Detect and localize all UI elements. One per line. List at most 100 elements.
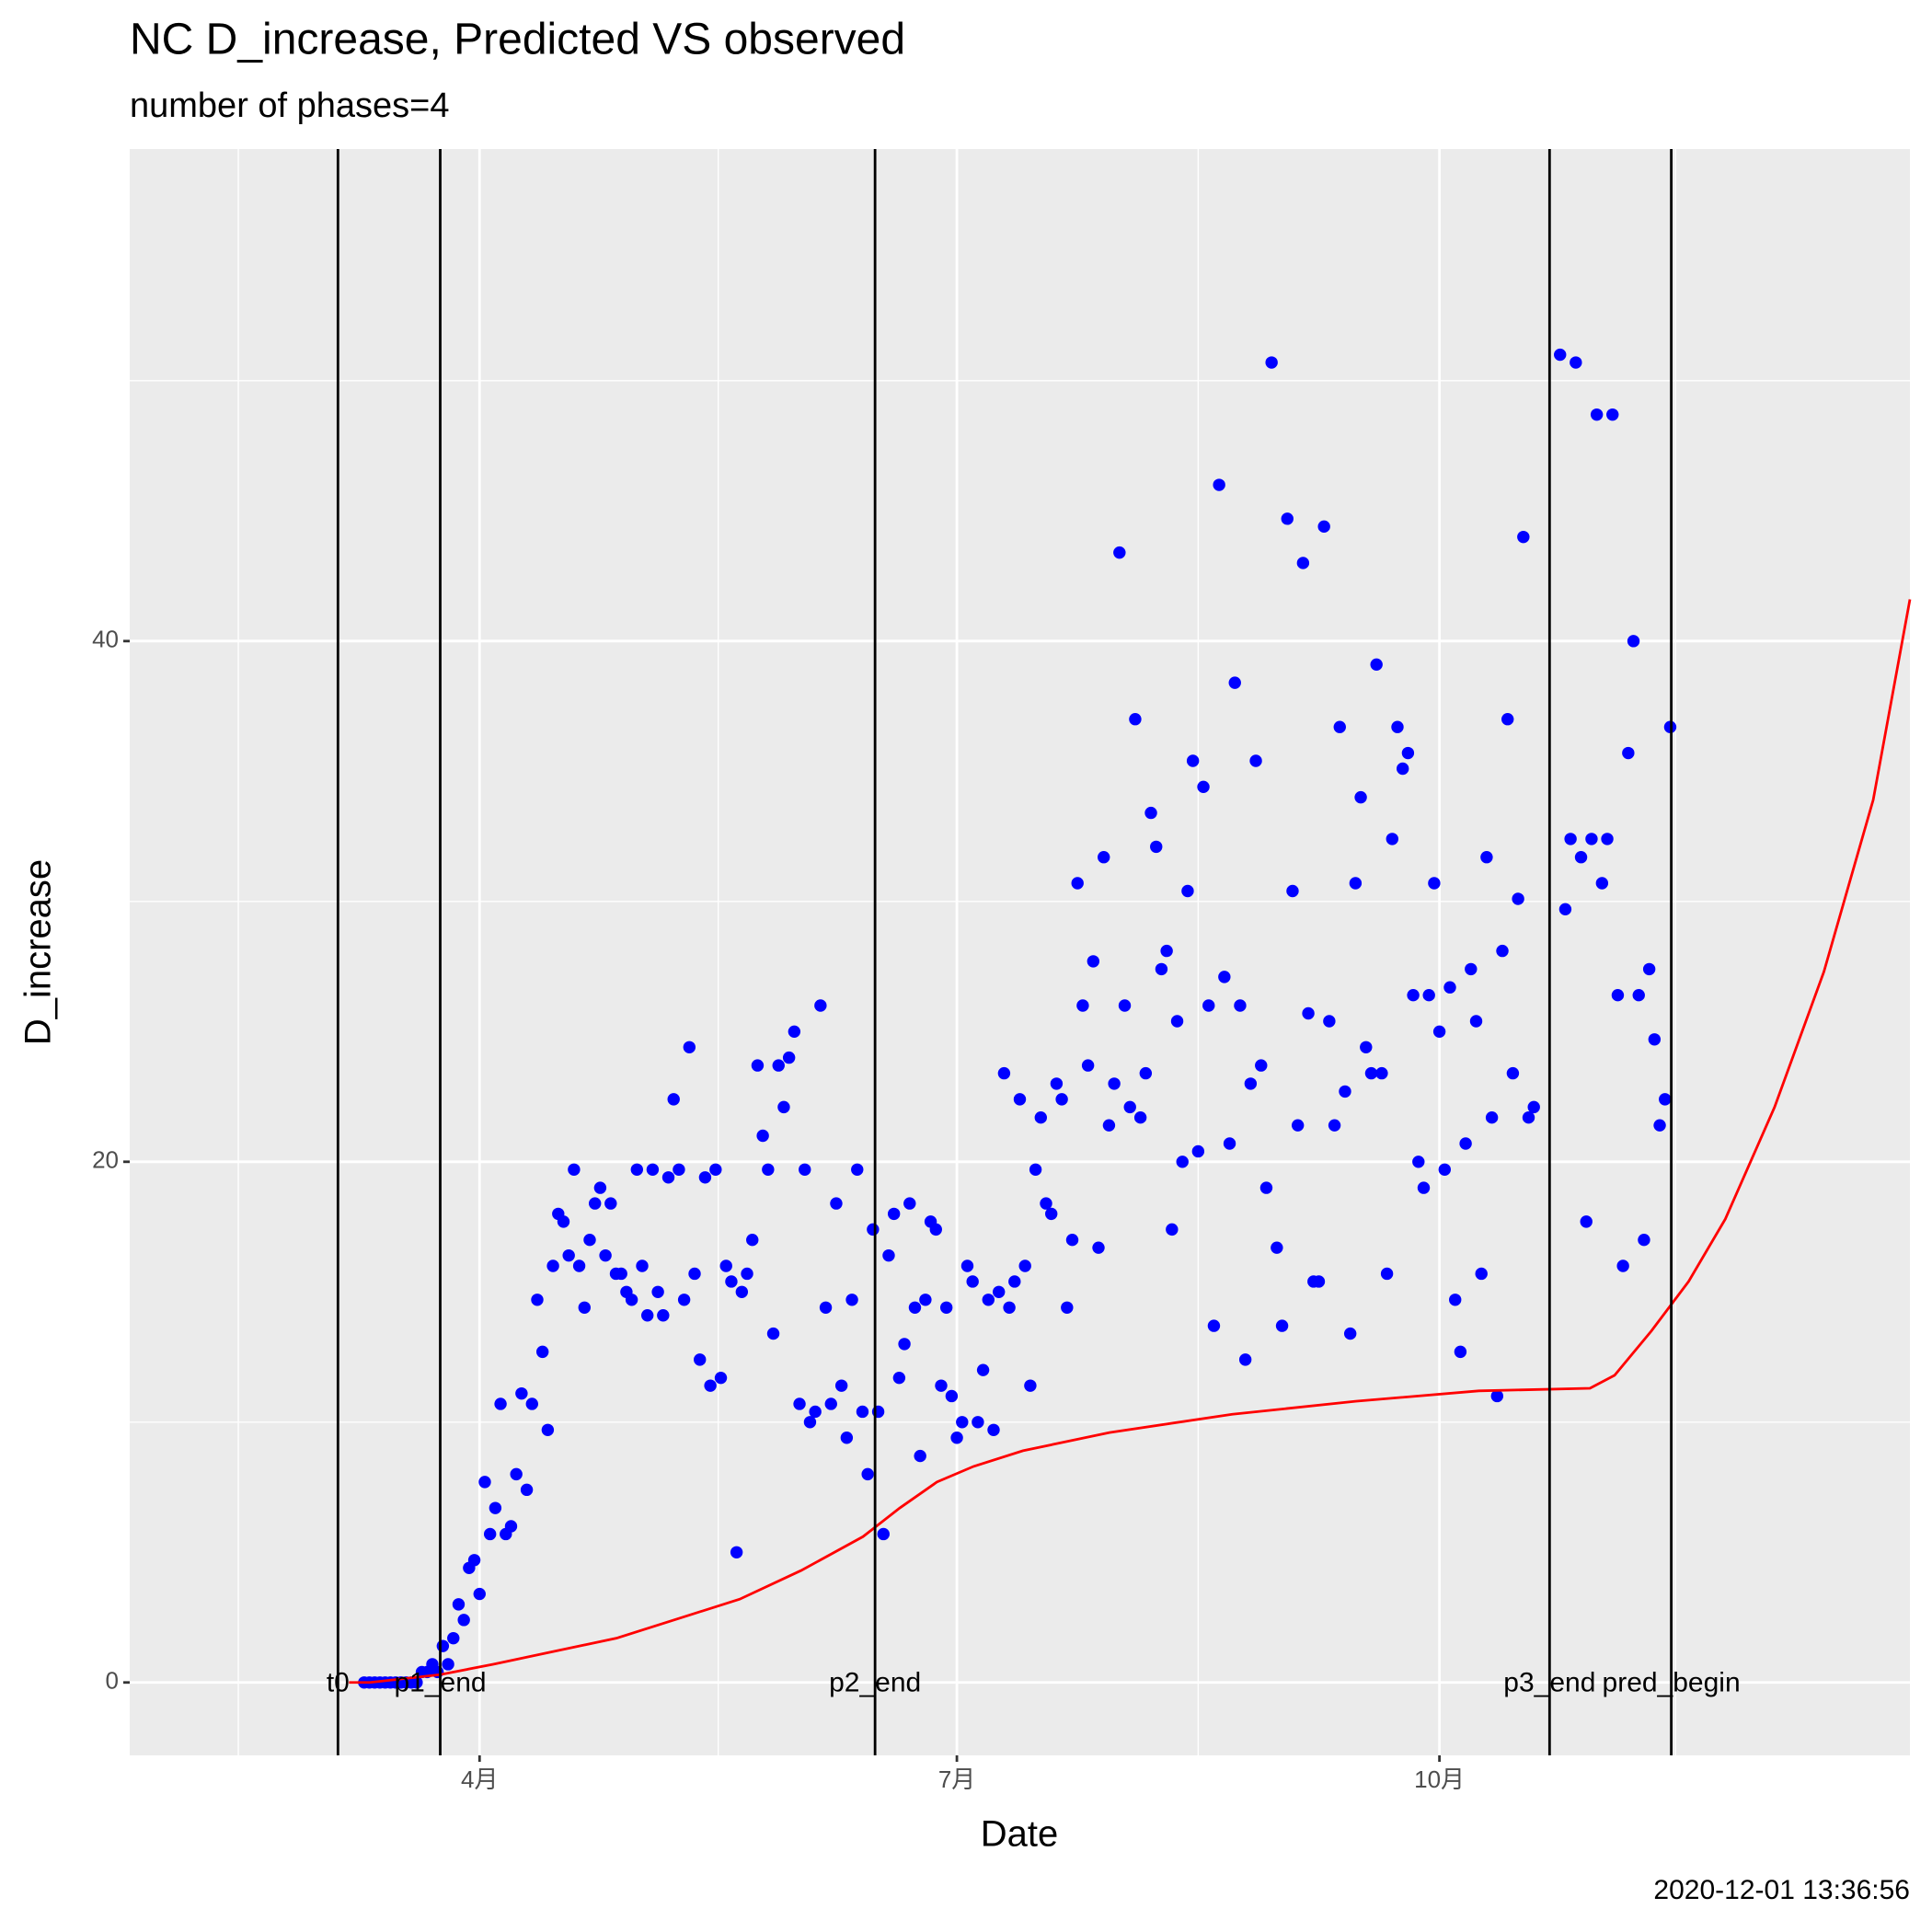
- chart-subtitle: number of phases=4: [130, 86, 450, 125]
- data-point: [1570, 356, 1582, 369]
- data-point: [1595, 877, 1609, 890]
- data-point: [1601, 833, 1614, 845]
- data-point: [688, 1267, 701, 1281]
- data-point: [572, 1259, 586, 1272]
- data-point: [1459, 1137, 1472, 1150]
- data-point: [939, 1301, 953, 1314]
- data-point: [877, 1527, 890, 1541]
- data-point: [1076, 999, 1089, 1012]
- data-point: [777, 1100, 790, 1114]
- data-point: [735, 1285, 749, 1298]
- data-point: [1364, 1066, 1378, 1080]
- data-point: [1218, 971, 1231, 983]
- data-point: [861, 1467, 874, 1481]
- data-point: [704, 1379, 717, 1392]
- data-point: [914, 1449, 926, 1463]
- data-point: [788, 1025, 801, 1039]
- data-point: [1296, 557, 1310, 569]
- data-point: [1370, 658, 1383, 672]
- data-point: [1055, 1093, 1068, 1106]
- data-point: [756, 1129, 769, 1143]
- data-point: [510, 1467, 523, 1481]
- data-point: [1396, 762, 1409, 776]
- data-point: [1008, 1275, 1021, 1288]
- data-point: [892, 1371, 906, 1385]
- data-point: [1475, 1267, 1488, 1281]
- data-point: [819, 1301, 833, 1314]
- data-point: [1160, 944, 1173, 958]
- data-point: [956, 1416, 969, 1429]
- data-point: [898, 1338, 911, 1351]
- data-point: [1485, 1110, 1499, 1124]
- data-point: [1286, 884, 1299, 898]
- data-point: [809, 1405, 822, 1419]
- data-point: [1469, 1015, 1483, 1028]
- data-point: [1465, 962, 1478, 976]
- data-point: [651, 1285, 664, 1298]
- data-point: [1150, 840, 1163, 854]
- data-point: [1202, 999, 1215, 1012]
- data-point: [1360, 1041, 1373, 1053]
- data-point: [504, 1520, 518, 1533]
- data-point: [615, 1267, 627, 1281]
- data-point: [1050, 1077, 1064, 1090]
- data-point: [1029, 1163, 1042, 1176]
- data-point: [410, 1676, 423, 1689]
- data-point: [683, 1041, 696, 1053]
- data-point: [515, 1386, 528, 1400]
- data-point: [1653, 1119, 1666, 1132]
- data-point: [436, 1639, 450, 1652]
- data-point: [531, 1294, 544, 1306]
- data-point: [1281, 512, 1294, 525]
- data-point: [541, 1423, 555, 1436]
- x-tick-label: 7月: [938, 1765, 975, 1793]
- y-tick-label: 20: [92, 1146, 119, 1174]
- data-point: [467, 1554, 481, 1567]
- data-point: [1144, 806, 1157, 820]
- data-point: [793, 1397, 806, 1410]
- data-point: [1622, 746, 1635, 760]
- data-point: [1606, 408, 1619, 421]
- data-point: [830, 1197, 843, 1210]
- data-point: [1512, 892, 1524, 905]
- data-point: [1129, 713, 1142, 726]
- data-point: [1438, 1163, 1452, 1176]
- data-point: [1443, 981, 1456, 994]
- x-axis-title: Date: [981, 1814, 1059, 1855]
- data-point: [694, 1353, 707, 1366]
- data-point: [1558, 903, 1572, 916]
- y-tick-label: 40: [92, 626, 119, 653]
- data-point: [1339, 1085, 1351, 1098]
- data-point: [845, 1294, 858, 1306]
- data-point: [1412, 1156, 1425, 1168]
- data-point: [657, 1309, 670, 1322]
- data-point: [1454, 1345, 1467, 1359]
- data-point: [1527, 1100, 1540, 1114]
- data-point: [604, 1197, 617, 1210]
- data-point: [1191, 1144, 1205, 1158]
- data-point: [1113, 546, 1126, 559]
- data-point: [935, 1379, 948, 1392]
- data-point: [1166, 1223, 1179, 1236]
- data-point: [667, 1093, 680, 1106]
- data-point: [1186, 754, 1200, 767]
- data-point: [1432, 1025, 1446, 1039]
- data-point: [1506, 1066, 1520, 1080]
- data-point: [1045, 1207, 1058, 1221]
- data-point: [840, 1432, 854, 1444]
- data-point: [1333, 720, 1346, 733]
- data-point: [1098, 851, 1110, 864]
- data-point: [1291, 1119, 1305, 1132]
- data-point: [568, 1163, 581, 1176]
- data-point: [1480, 851, 1493, 864]
- y-tick-label: 0: [106, 1667, 119, 1695]
- data-point: [1213, 478, 1225, 491]
- data-point: [1034, 1110, 1048, 1124]
- data-point: [1585, 833, 1598, 845]
- data-point: [1401, 746, 1415, 760]
- data-point: [799, 1163, 811, 1176]
- data-point: [960, 1259, 974, 1272]
- data-point: [1375, 1066, 1388, 1080]
- data-point: [1081, 1059, 1095, 1072]
